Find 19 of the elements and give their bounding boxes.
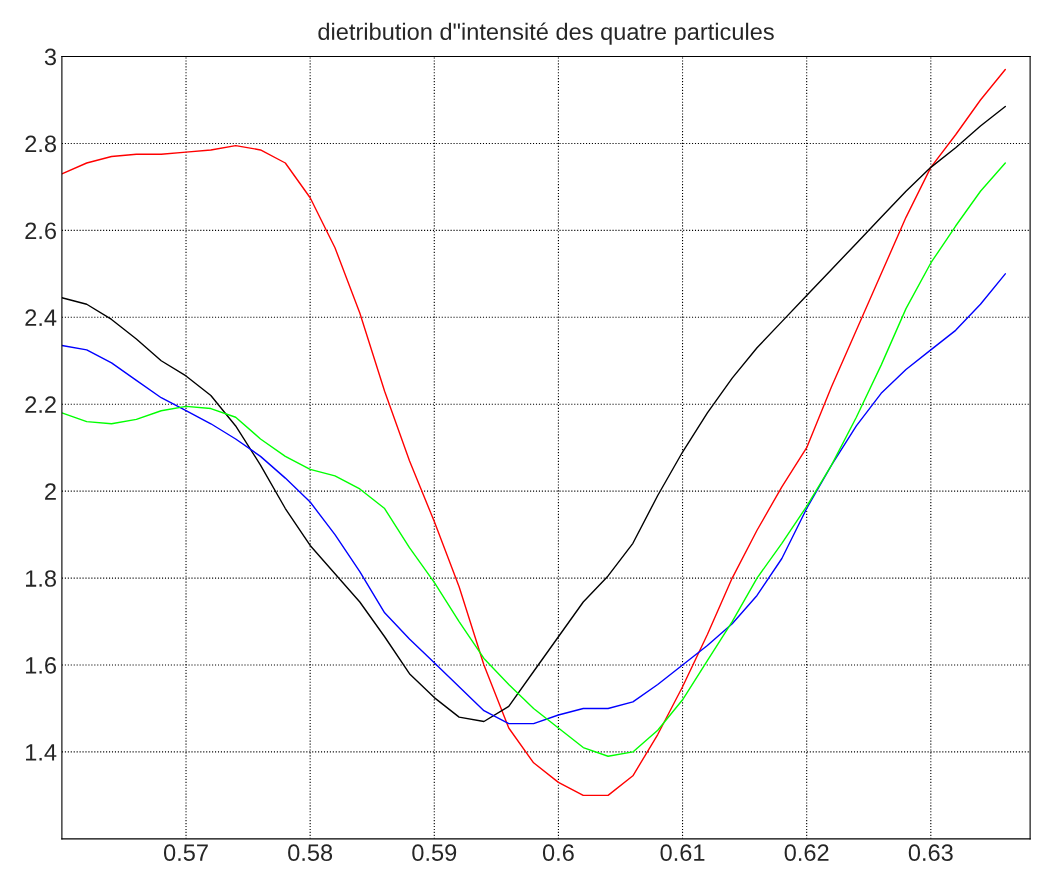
y-tick-label: 2.4 (25, 309, 57, 326)
line-series (61, 273, 1006, 725)
x-tick-label: 0.58 (288, 844, 333, 862)
y-tick-label: 1.8 (26, 570, 57, 587)
y-tick-label: 1.6 (26, 657, 56, 674)
y-tick-label: 2 (45, 483, 56, 500)
y-tick-label: 1.4 (26, 744, 57, 761)
y-tick-label: 3 (44, 48, 56, 66)
x-tick-label: 0.62 (784, 844, 829, 862)
x-tick-label: 0.61 (660, 844, 705, 862)
x-tick-label: 0.6 (542, 844, 574, 862)
y-tick-label: 2.8 (25, 135, 57, 153)
y-tick-label: 2.2 (25, 396, 56, 413)
line-series (61, 68, 1006, 797)
y-tick-label: 2.6 (25, 222, 56, 240)
x-tick-label: 0.57 (163, 844, 208, 862)
x-tick-label: 0.59 (412, 844, 457, 862)
chart-title: dietribution d"intensité des quatre particules (318, 22, 774, 45)
x-tick-label: 0.63 (908, 844, 953, 862)
